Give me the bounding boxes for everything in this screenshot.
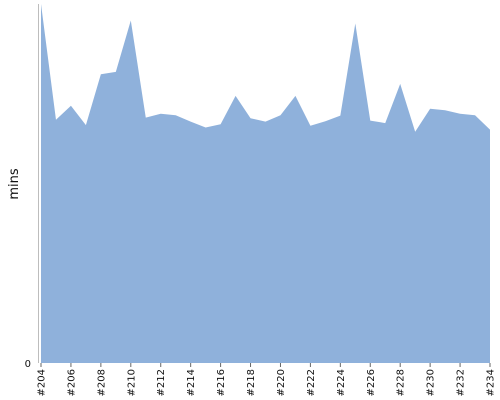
x-tick-label: #208 bbox=[96, 369, 107, 396]
y-tick-label: 0 bbox=[25, 359, 31, 370]
x-tick-label: #214 bbox=[186, 369, 197, 396]
x-tick-label: #232 bbox=[456, 369, 467, 396]
x-tick-label: #228 bbox=[396, 369, 407, 396]
y-axis-label: mins bbox=[7, 168, 22, 200]
x-tick-label: #222 bbox=[306, 369, 317, 396]
x-axis-ticks: #204 #206 #208 #210 #212 #214 #216 #218 #220 #222… bbox=[37, 363, 497, 396]
x-tick-label: #206 bbox=[66, 369, 77, 396]
x-tick-label: #218 bbox=[246, 369, 257, 396]
x-tick-label: #224 bbox=[336, 369, 347, 396]
x-tick-label: #212 bbox=[156, 369, 167, 396]
y-axis-ticks: 0 bbox=[25, 359, 31, 370]
x-tick-label: #204 bbox=[37, 369, 48, 396]
x-tick-label: #234 bbox=[486, 369, 497, 396]
x-tick-label: #210 bbox=[126, 369, 137, 396]
x-tick-label: #216 bbox=[216, 369, 227, 396]
series-area bbox=[41, 4, 490, 363]
x-tick-label: #230 bbox=[426, 369, 437, 396]
x-tick-label: #226 bbox=[366, 369, 377, 396]
x-tick-label: #220 bbox=[276, 369, 287, 396]
